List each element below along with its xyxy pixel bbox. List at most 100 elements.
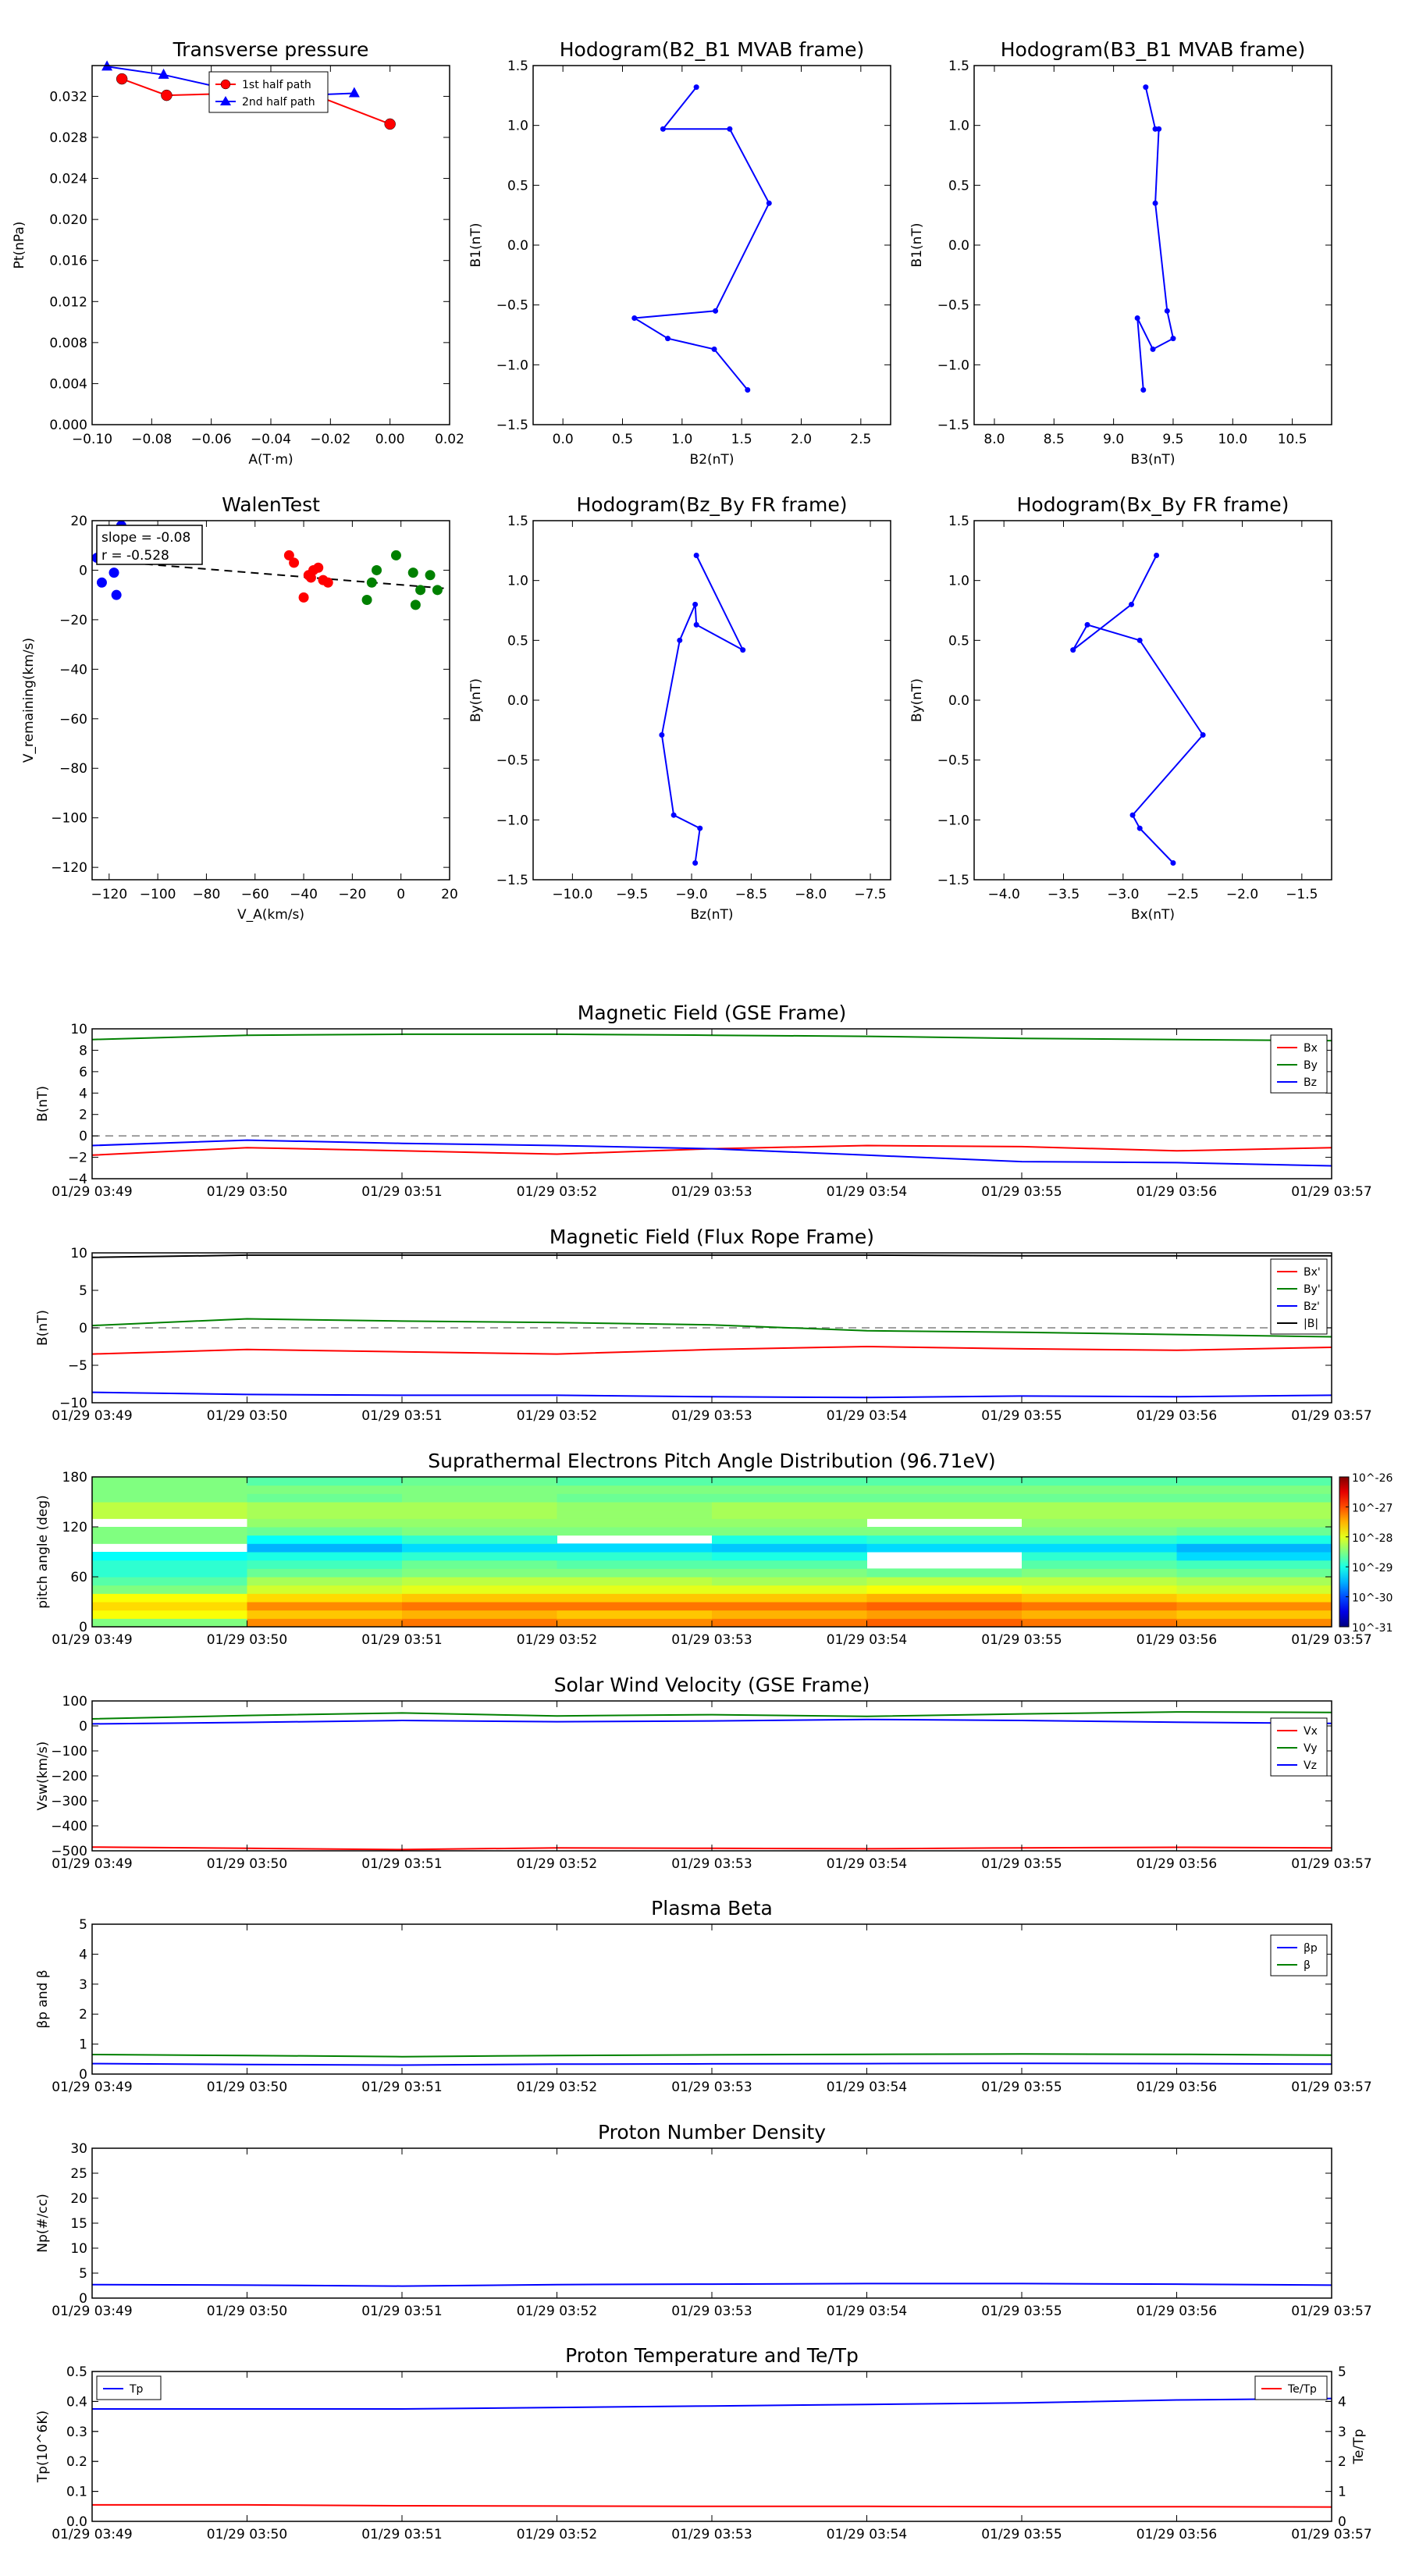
pitch-angle-distribution-cell xyxy=(712,1477,867,1486)
pitch-angle-distribution-cell xyxy=(247,1593,403,1603)
hodogram-2-xtick-label: 8.0 xyxy=(984,432,1005,447)
pitch-angle-distribution-cell xyxy=(402,1577,557,1586)
hodogram-2-ytick-label: 1.5 xyxy=(948,59,969,74)
hodogram-2-point xyxy=(1134,315,1140,322)
pitch-angle-distribution-cell xyxy=(92,1485,247,1494)
magnetic-field-flux-rope-time-label: 01/29 03:52 xyxy=(517,1408,597,1424)
magnetic-field-flux-rope-time-label: 01/29 03:53 xyxy=(671,1408,752,1424)
hodogram-3-ytick-label: −1.0 xyxy=(496,813,528,828)
hodogram-4-point xyxy=(1129,601,1135,607)
proton-temperature-time-label: 01/29 03:50 xyxy=(207,2527,287,2542)
walen-test-point xyxy=(390,550,401,560)
pitch-angle-distribution-cell xyxy=(866,1577,1023,1586)
hodogram-3-ytick-label: 0.0 xyxy=(507,693,528,709)
pitch-angle-distribution-cell xyxy=(402,1485,557,1494)
pitch-angle-distribution-cell xyxy=(247,1543,403,1553)
pitch-angle-distribution-cell xyxy=(557,1577,713,1586)
hodogram-3-point xyxy=(740,647,746,653)
walen-test-ytick-label: 20 xyxy=(70,514,87,529)
pitch-angle-distribution-cell xyxy=(866,1543,1023,1553)
hodogram-1-ytick-label: −1.0 xyxy=(496,358,528,373)
pitch-angle-distribution-cell xyxy=(92,1535,247,1544)
pitch-angle-distribution-colorbar-label: 10^-28 xyxy=(1352,1532,1393,1545)
hodogram-1-ylabel: B1(nT) xyxy=(468,223,484,268)
hodogram-4-panel: Hodogram(Bx_By FR frame) −4.0 −3.5 −3.0 −2.5… xyxy=(909,493,1332,923)
pitch-angle-distribution-time-label: 01/29 03:54 xyxy=(827,1632,907,1648)
proton-number-density-ytick-label: 15 xyxy=(70,2216,87,2232)
hodogram-1-title: Hodogram(B2_B1 MVAB frame) xyxy=(560,38,865,61)
magnetic-field-gse-time-label: 01/29 03:54 xyxy=(827,1184,907,1200)
magnetic-field-gse-ytick-label: 0 xyxy=(79,1129,87,1144)
pitch-angle-distribution-cell xyxy=(712,1535,867,1544)
plasma-beta-legend-box xyxy=(1270,1934,1328,1976)
proton-temperature-time-label: 01/29 03:53 xyxy=(671,2527,752,2542)
pitch-angle-distribution-time-label: 01/29 03:55 xyxy=(981,1632,1062,1648)
plasma-beta-time-label: 01/29 03:56 xyxy=(1136,2080,1217,2095)
walen-test-point xyxy=(425,570,436,581)
transverse-pressure-ytick-label: 0.016 xyxy=(49,254,87,269)
proton-number-density-time-label: 01/29 03:52 xyxy=(517,2304,597,2319)
hodogram-2-point xyxy=(1150,346,1156,352)
transverse-pressure-xtick-label: 0.02 xyxy=(435,432,464,447)
proton-temperature-ytick-label: 0.2 xyxy=(66,2454,87,2470)
transverse-pressure-axes-frame xyxy=(91,65,450,425)
hodogram-4-point xyxy=(1200,731,1206,738)
walen-test-point xyxy=(322,577,333,588)
hodogram-3-point xyxy=(693,552,699,558)
plasma-beta-ytick-label: 3 xyxy=(79,1977,87,1993)
pitch-angle-distribution-cell xyxy=(1176,1560,1332,1569)
proton-number-density-time-label: 01/29 03:51 xyxy=(361,2304,442,2319)
magnetic-field-gse-time-label: 01/29 03:52 xyxy=(517,1184,597,1200)
pitch-angle-distribution-cell xyxy=(1022,1510,1177,1519)
transverse-pressure-panel: Transverse pressure −0.10 −0.08 −0.06 −0.04 −… xyxy=(12,38,464,468)
transverse-pressure-ytick-label: 0.004 xyxy=(49,376,87,392)
pitch-angle-distribution-cell xyxy=(402,1593,557,1603)
walen-test-ytick-label: −40 xyxy=(59,662,87,678)
magnetic-field-gse-title: Magnetic Field (GSE Frame) xyxy=(578,1002,846,1024)
plasma-beta-time-label: 01/29 03:54 xyxy=(827,2080,907,2095)
pitch-angle-distribution-cell xyxy=(1176,1493,1332,1503)
transverse-pressure-legend-label: 2nd half path xyxy=(242,96,315,109)
pitch-angle-distribution-cell xyxy=(247,1485,403,1494)
pitch-angle-distribution-cell xyxy=(557,1485,713,1494)
pitch-angle-distribution-cell xyxy=(92,1593,247,1603)
walen-test-xtick-label: −120 xyxy=(91,887,127,902)
pitch-angle-distribution-cell xyxy=(557,1618,713,1628)
magnetic-field-gse-ytick-label: 2 xyxy=(79,1108,87,1123)
pitch-angle-distribution-cell xyxy=(866,1568,1023,1578)
pitch-angle-distribution-cell xyxy=(557,1510,713,1519)
pitch-angle-distribution-cell xyxy=(712,1552,867,1561)
solar-wind-velocity-time-label: 01/29 03:50 xyxy=(207,1856,287,1872)
hodogram-4-ytick-label: 0.0 xyxy=(948,693,969,709)
pitch-angle-distribution-cell xyxy=(1022,1552,1177,1561)
magnetic-field-flux-rope-time-label: 01/29 03:54 xyxy=(827,1408,907,1424)
proton-temperature-time-label: 01/29 03:49 xyxy=(52,2527,132,2542)
hodogram-2-point xyxy=(1170,336,1176,342)
hodogram-1-point xyxy=(660,126,666,132)
proton-temperature-axes-frame xyxy=(91,2371,1332,2522)
pitch-angle-distribution-cell xyxy=(247,1602,403,1611)
hodogram-1-point xyxy=(631,315,638,322)
pitch-angle-distribution-cell xyxy=(1022,1502,1177,1511)
pitch-angle-distribution-colorbar-label: 10^-29 xyxy=(1352,1562,1393,1574)
hodogram-4-xtick-label: −4.0 xyxy=(988,887,1020,902)
hodogram-3-ytick-label: −0.5 xyxy=(496,753,528,769)
walen-test-ylabel: V_remaining(km/s) xyxy=(21,638,37,763)
proton-number-density-panel: Proton Number Density 01/29 03:49 01/29 03… xyxy=(35,2121,1372,2319)
hodogram-2-ylabel: B1(nT) xyxy=(909,223,925,268)
transverse-pressure-xtick-label: 0.00 xyxy=(375,432,405,447)
solar-wind-velocity-time-label: 01/29 03:57 xyxy=(1291,1856,1371,1872)
hodogram-2-point xyxy=(1164,308,1170,314)
plasma-beta-ytick-label: 0 xyxy=(79,2067,87,2083)
solar-wind-velocity-time-label: 01/29 03:52 xyxy=(517,1856,597,1872)
hodogram-4-xtick-label: −2.0 xyxy=(1226,887,1258,902)
pitch-angle-distribution-cell xyxy=(1022,1543,1177,1553)
walen-test-point xyxy=(415,585,426,596)
pitch-angle-distribution-cell xyxy=(402,1602,557,1611)
hodogram-1-ytick-label: −0.5 xyxy=(496,298,528,314)
pitch-angle-distribution-time-label: 01/29 03:51 xyxy=(361,1632,442,1648)
pitch-angle-distribution-cell xyxy=(92,1502,247,1511)
walen-test-point xyxy=(432,585,443,596)
proton-number-density-ytick-label: 10 xyxy=(70,2241,87,2257)
pitch-angle-distribution-cell xyxy=(866,1610,1023,1619)
